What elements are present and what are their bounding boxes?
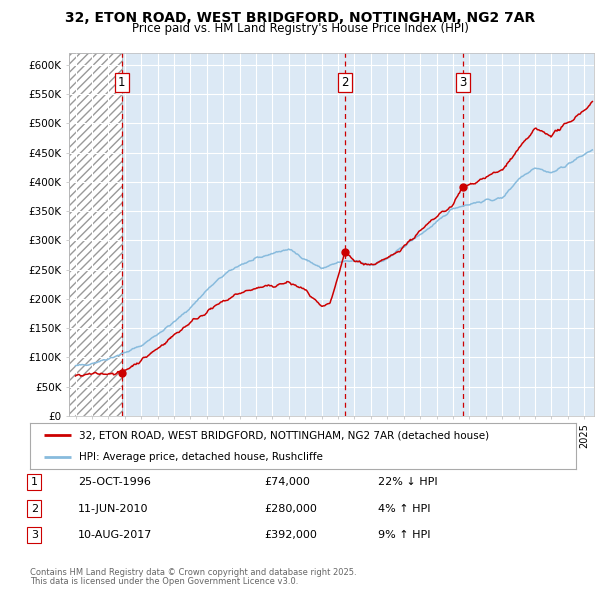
Text: £74,000: £74,000 <box>264 477 310 487</box>
Text: 3: 3 <box>459 76 467 89</box>
Text: 1: 1 <box>118 76 125 89</box>
Text: 9% ↑ HPI: 9% ↑ HPI <box>378 530 431 540</box>
Text: 32, ETON ROAD, WEST BRIDGFORD, NOTTINGHAM, NG2 7AR: 32, ETON ROAD, WEST BRIDGFORD, NOTTINGHA… <box>65 11 535 25</box>
Text: 10-AUG-2017: 10-AUG-2017 <box>78 530 152 540</box>
Text: £392,000: £392,000 <box>264 530 317 540</box>
Text: HPI: Average price, detached house, Rushcliffe: HPI: Average price, detached house, Rush… <box>79 451 323 461</box>
Text: Contains HM Land Registry data © Crown copyright and database right 2025.: Contains HM Land Registry data © Crown c… <box>30 568 356 577</box>
Text: 2: 2 <box>341 76 349 89</box>
Text: 25-OCT-1996: 25-OCT-1996 <box>78 477 151 487</box>
Text: Price paid vs. HM Land Registry's House Price Index (HPI): Price paid vs. HM Land Registry's House … <box>131 22 469 35</box>
Text: 22% ↓ HPI: 22% ↓ HPI <box>378 477 437 487</box>
Text: 2: 2 <box>31 504 38 513</box>
Text: This data is licensed under the Open Government Licence v3.0.: This data is licensed under the Open Gov… <box>30 576 298 586</box>
Text: 11-JUN-2010: 11-JUN-2010 <box>78 504 149 513</box>
Text: 3: 3 <box>31 530 38 540</box>
Bar <box>69 53 122 416</box>
Text: 4% ↑ HPI: 4% ↑ HPI <box>378 504 431 513</box>
Text: 32, ETON ROAD, WEST BRIDGFORD, NOTTINGHAM, NG2 7AR (detached house): 32, ETON ROAD, WEST BRIDGFORD, NOTTINGHA… <box>79 431 489 441</box>
Text: £280,000: £280,000 <box>264 504 317 513</box>
Text: 1: 1 <box>31 477 38 487</box>
